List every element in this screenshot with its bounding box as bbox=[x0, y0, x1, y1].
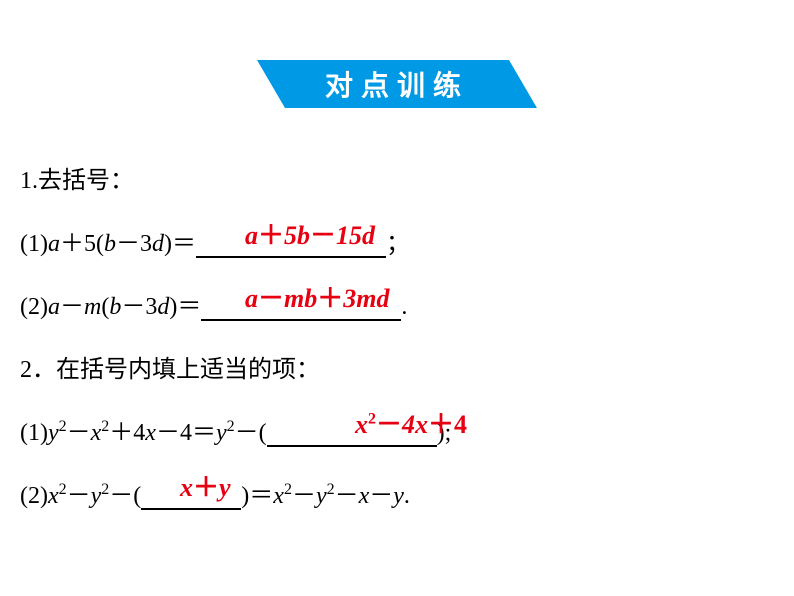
ans-op1: ＋ bbox=[258, 221, 284, 250]
q2p1-blank bbox=[267, 445, 437, 447]
ans3-op1: － bbox=[376, 410, 402, 439]
q1p2-3: 3 bbox=[145, 294, 157, 320]
q2p2-end: . bbox=[404, 483, 410, 509]
ans2-op1: － bbox=[258, 284, 284, 313]
q2p1-4: 4 bbox=[133, 420, 145, 446]
q1p2-close: )＝ bbox=[169, 294, 201, 320]
ans2-a: a bbox=[245, 284, 258, 313]
q1p2-m: m bbox=[84, 294, 101, 320]
ans2-op2: ＋ bbox=[317, 284, 343, 313]
q2p2-answer: x＋y bbox=[180, 467, 231, 504]
ans2-mb: mb bbox=[284, 284, 317, 313]
q2p2-op2: －( bbox=[109, 483, 141, 509]
ans-5b: 5b bbox=[284, 221, 310, 250]
q2p1-y2: y bbox=[216, 420, 227, 446]
q2p1-sq1: 2 bbox=[59, 418, 67, 435]
q2p2-x3: x bbox=[359, 483, 370, 509]
q1p1-blank bbox=[196, 256, 386, 258]
q1p1-d: d bbox=[152, 231, 164, 257]
content-area: 1.去括号： (1)a＋5(b－3d)＝； a＋5b－15d (2)a－m(b－… bbox=[20, 160, 774, 538]
q1p1-3: 3 bbox=[140, 231, 152, 257]
q2p1-y: y bbox=[48, 420, 59, 446]
banner-right-shape bbox=[509, 60, 537, 108]
q2p2-op3: － bbox=[292, 483, 316, 509]
q2p2-y2: y bbox=[316, 483, 327, 509]
q2p2-x2: x bbox=[273, 483, 284, 509]
q1p1-op2: － bbox=[116, 231, 140, 257]
banner: 对点训练 bbox=[257, 60, 537, 108]
q1p1-op1: ＋ bbox=[60, 231, 84, 257]
q2p2-sq1: 2 bbox=[59, 481, 67, 498]
q1p2-answer: a－mb＋3md bbox=[245, 278, 390, 315]
q2-part1: (1)y2－x2＋4x－4＝y2－(); x2－4x＋4 bbox=[20, 412, 774, 447]
q1-part1: (1)a＋5(b－3d)＝； a＋5b－15d bbox=[20, 223, 774, 258]
q2p2-sq4: 2 bbox=[327, 481, 335, 498]
ans4-x: x bbox=[180, 473, 193, 502]
q2p2-blank bbox=[141, 508, 241, 510]
q1p1-a: a bbox=[48, 231, 60, 257]
banner-title: 对点训练 bbox=[285, 60, 509, 108]
q2p2-op5: － bbox=[369, 483, 393, 509]
ans-op2: － bbox=[310, 221, 336, 250]
q1p1-close: )＝ bbox=[164, 231, 196, 257]
ans3-op2: ＋ bbox=[428, 410, 454, 439]
q2p2-sq3: 2 bbox=[284, 481, 292, 498]
q2-part2: (2)x2－y2－()＝x2－y2－x－y. x＋y bbox=[20, 475, 774, 510]
q1p1-5: 5( bbox=[84, 231, 104, 257]
q2p1-op1: － bbox=[67, 420, 91, 446]
q1p1-answer: a＋5b－15d bbox=[245, 215, 375, 252]
q1p2-d: d bbox=[157, 294, 169, 320]
q2p2-prefix: (2) bbox=[20, 483, 48, 509]
q1p1-end: ； bbox=[386, 231, 410, 257]
q1p2-end: . bbox=[401, 294, 407, 320]
q2p1-4b: 4＝ bbox=[180, 420, 216, 446]
ans4-op: ＋ bbox=[193, 473, 219, 502]
q1p2-op2: － bbox=[121, 294, 145, 320]
banner-left-shape bbox=[257, 60, 285, 108]
q1-part2: (2)a－m(b－3d)＝. a－mb＋3md bbox=[20, 286, 774, 321]
ans3-x: x bbox=[355, 410, 368, 439]
q1-heading: 1.去括号： bbox=[20, 160, 774, 195]
q2p1-op3: － bbox=[156, 420, 180, 446]
q1p1-prefix: (1) bbox=[20, 231, 48, 257]
q2p2-y3: y bbox=[393, 483, 404, 509]
q1p2-blank bbox=[201, 319, 401, 321]
q2p2-x1: x bbox=[48, 483, 59, 509]
q2-heading: 2．在括号内填上适当的项： bbox=[20, 349, 774, 384]
ans-a: a bbox=[245, 221, 258, 250]
q1p2-b: b bbox=[109, 294, 121, 320]
q2p2-op4: － bbox=[335, 483, 359, 509]
q2p1-answer: x2－4x＋4 bbox=[355, 404, 467, 441]
ans4-y: y bbox=[219, 473, 231, 502]
ans3-4: 4 bbox=[454, 410, 467, 439]
q1p1-b: b bbox=[104, 231, 116, 257]
q1p2-a: a bbox=[48, 294, 60, 320]
ans-15d: 15d bbox=[336, 221, 375, 250]
ans3-4x: 4x bbox=[402, 410, 428, 439]
q2p1-x1: x bbox=[91, 420, 102, 446]
q2p1-prefix: (1) bbox=[20, 420, 48, 446]
q1p2-prefix: (2) bbox=[20, 294, 48, 320]
ans3-sq: 2 bbox=[368, 410, 376, 427]
q2p1-op2: ＋ bbox=[109, 420, 133, 446]
ans2-3md: 3md bbox=[343, 284, 389, 313]
q2p2-y1: y bbox=[91, 483, 102, 509]
q2p2-op1: － bbox=[67, 483, 91, 509]
q2p1-op4: －( bbox=[235, 420, 267, 446]
q2p1-sq3: 2 bbox=[227, 418, 235, 435]
q2p1-x2: x bbox=[145, 420, 156, 446]
q2p2-close: )＝ bbox=[241, 483, 273, 509]
q1p2-op1: － bbox=[60, 294, 84, 320]
